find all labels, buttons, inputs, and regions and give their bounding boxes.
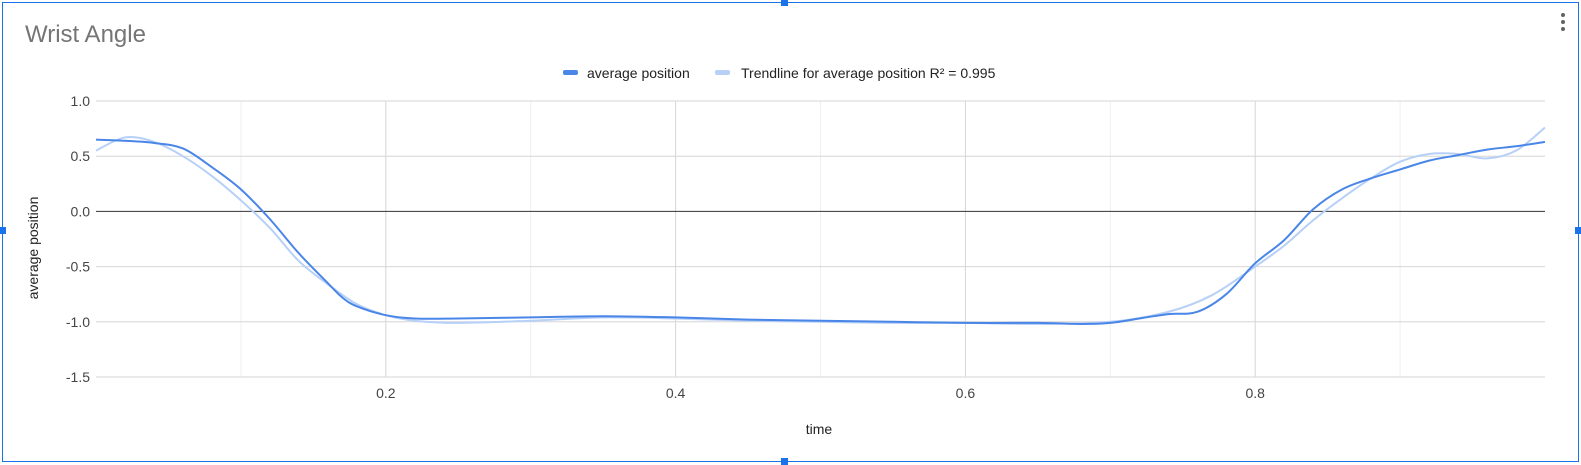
legend-label[interactable]: average position bbox=[587, 65, 690, 81]
y-tick-label: -1.5 bbox=[66, 369, 90, 385]
y-tick-label: 0.5 bbox=[71, 148, 91, 164]
x-tick-label: 0.2 bbox=[376, 385, 396, 401]
chart-title: Wrist Angle bbox=[25, 21, 146, 48]
grid-lines bbox=[96, 100, 1545, 378]
x-tick-label: 0.6 bbox=[956, 385, 976, 401]
y-axis-label: average position bbox=[25, 197, 41, 300]
legend-swatch bbox=[715, 70, 730, 75]
series-line-average-position[interactable] bbox=[95, 138, 1546, 326]
x-tick-label: 0.8 bbox=[1245, 385, 1265, 401]
y-tick-label: -1.0 bbox=[66, 314, 90, 330]
x-tick-label: 0.4 bbox=[666, 385, 686, 401]
x-axis-label: time bbox=[806, 421, 833, 437]
legend-label[interactable]: Trendline for average position R² = 0.99… bbox=[741, 65, 996, 81]
legend-swatch bbox=[563, 70, 578, 75]
y-axis-ticks: 1.0 0.5 0.0 -0.5 -1.0 -1.5 bbox=[66, 93, 90, 385]
series-lines bbox=[95, 126, 1546, 326]
y-tick-label: -0.5 bbox=[66, 259, 90, 275]
y-tick-label: 0.0 bbox=[71, 203, 91, 219]
y-tick-label: 1.0 bbox=[71, 93, 91, 109]
x-axis-ticks: 0.2 0.4 0.6 0.8 bbox=[376, 385, 1265, 401]
more-options-icon[interactable] bbox=[1560, 13, 1566, 35]
legend: average position Trendline for average po… bbox=[563, 65, 996, 81]
chart-svg: 1.0 0.5 0.0 -0.5 -1.0 -1.5 0.2 0.4 0.6 0.8 avera… bbox=[25, 65, 1546, 437]
